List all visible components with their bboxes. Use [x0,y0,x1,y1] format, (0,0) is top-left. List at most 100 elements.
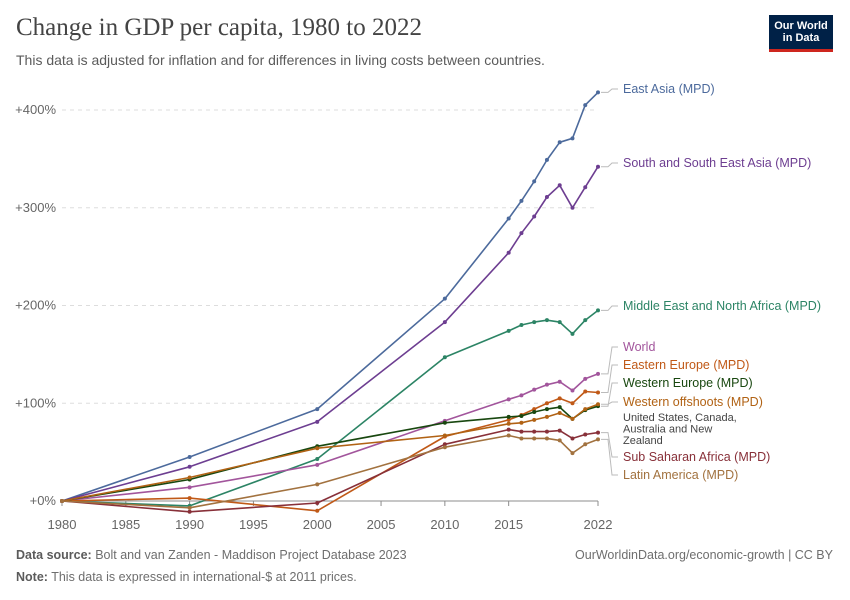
data-point[interactable] [315,462,320,467]
series-line[interactable] [61,373,599,502]
data-point[interactable] [506,397,511,402]
data-point[interactable] [570,136,575,141]
series-line[interactable] [61,390,599,512]
data-point[interactable] [519,198,524,203]
data-point[interactable] [506,417,511,422]
data-point[interactable] [596,402,600,407]
series-label[interactable]: Eastern Europe (MPD) [623,358,749,372]
data-point[interactable] [583,442,588,447]
data-point[interactable] [532,320,537,325]
data-point[interactable] [187,464,192,469]
data-point[interactable] [315,508,320,513]
series-label[interactable]: Western Europe (MPD) [623,376,753,390]
data-point[interactable] [570,331,575,336]
data-point[interactable] [596,308,600,313]
data-point[interactable] [544,429,549,434]
data-point[interactable] [557,183,562,188]
series-line[interactable] [61,91,599,502]
data-point[interactable] [315,482,320,487]
data-point[interactable] [557,396,562,401]
data-point[interactable] [442,355,447,360]
data-point[interactable] [506,427,511,432]
owid-logo[interactable]: Our World in Data [769,15,833,52]
data-point[interactable] [570,401,575,406]
data-point[interactable] [442,445,447,450]
data-point[interactable] [596,371,600,376]
data-point[interactable] [506,433,511,438]
series-label[interactable]: Latin America (MPD) [623,468,738,482]
data-point[interactable] [315,500,320,505]
data-point[interactable] [532,417,537,422]
data-point[interactable] [557,140,562,145]
series-line[interactable] [61,403,599,502]
data-point[interactable] [187,505,192,510]
data-point[interactable] [557,379,562,384]
data-point[interactable] [519,420,524,425]
data-point[interactable] [583,318,588,323]
series-label[interactable]: World [623,340,655,354]
data-point[interactable] [519,429,524,434]
data-point[interactable] [315,446,320,451]
series-line[interactable] [61,428,599,513]
data-point[interactable] [583,103,588,108]
data-point[interactable] [442,296,447,301]
series-line[interactable] [61,309,599,507]
data-point[interactable] [187,485,192,490]
data-point[interactable] [532,429,537,434]
data-point[interactable] [544,382,549,387]
data-point[interactable] [60,499,64,503]
data-point[interactable] [315,456,320,461]
data-point[interactable] [596,390,600,395]
data-point[interactable] [557,428,562,433]
data-point[interactable] [532,407,537,412]
data-point[interactable] [544,436,549,441]
series-label[interactable]: Western offshoots (MPD) [623,395,763,409]
series-label[interactable]: East Asia (MPD) [623,82,715,96]
data-point[interactable] [570,205,575,210]
data-point[interactable] [506,250,511,255]
series-label[interactable]: Sub Saharan Africa (MPD) [623,450,770,464]
data-point[interactable] [442,420,447,425]
data-point[interactable] [519,413,524,418]
series-line[interactable] [61,434,599,509]
data-point[interactable] [544,194,549,199]
data-point[interactable] [596,90,600,95]
data-point[interactable] [519,393,524,398]
data-point[interactable] [442,320,447,325]
data-point[interactable] [544,414,549,419]
data-point[interactable] [544,407,549,412]
data-point[interactable] [315,407,320,412]
data-point[interactable] [532,436,537,441]
series-line[interactable] [61,166,599,502]
data-point[interactable] [519,231,524,236]
data-point[interactable] [506,421,511,426]
data-point[interactable] [557,438,562,443]
data-point[interactable] [532,179,537,184]
data-point[interactable] [532,214,537,219]
data-point[interactable] [557,411,562,416]
data-point[interactable] [544,318,549,323]
data-point[interactable] [583,389,588,394]
data-point[interactable] [544,401,549,406]
data-point[interactable] [583,407,588,412]
data-point[interactable] [187,496,192,501]
data-point[interactable] [506,328,511,333]
data-point[interactable] [557,405,562,410]
data-point[interactable] [570,388,575,393]
data-point[interactable] [596,437,600,442]
data-point[interactable] [532,387,537,392]
data-point[interactable] [544,157,549,162]
data-point[interactable] [519,323,524,328]
series-label[interactable]: Middle East and North Africa (MPD) [623,299,821,313]
data-point[interactable] [596,430,600,435]
data-point[interactable] [187,455,192,460]
data-point[interactable] [187,509,192,514]
data-point[interactable] [519,436,524,441]
data-point[interactable] [583,432,588,437]
data-point[interactable] [187,475,192,480]
data-point[interactable] [442,442,447,447]
data-point[interactable] [583,376,588,381]
series-label[interactable]: South and South East Asia (MPD) [623,156,811,170]
data-point[interactable] [506,414,511,419]
data-point[interactable] [442,433,447,438]
